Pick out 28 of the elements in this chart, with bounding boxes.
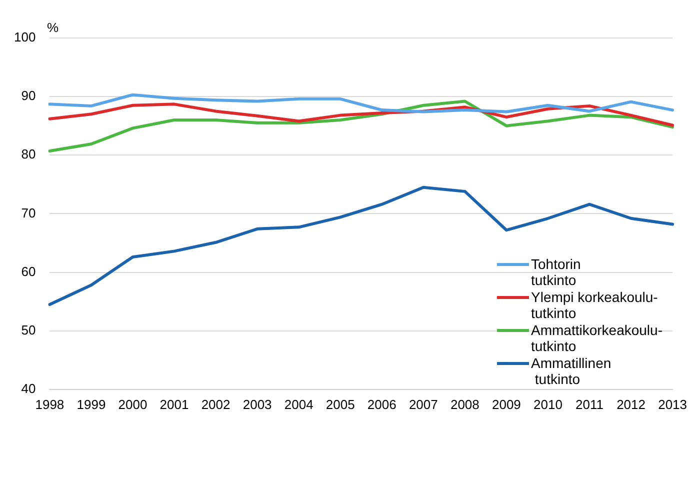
x-tick-label: 1998 xyxy=(35,396,64,412)
x-tick-label: 2008 xyxy=(450,396,480,412)
legend-label: Ylempi korkeakoulu- tutkinto xyxy=(531,289,658,321)
x-tick-label: 2007 xyxy=(408,396,438,412)
x-tick-label: 1999 xyxy=(76,396,106,412)
y-tick-label: 90 xyxy=(21,88,36,104)
x-tick-label: 2004 xyxy=(284,396,314,412)
y-tick-label: 100 xyxy=(14,30,36,45)
x-tick-label: 2001 xyxy=(160,396,189,412)
x-tick-label: 2005 xyxy=(326,396,355,412)
y-axis-title: % xyxy=(47,20,59,35)
legend-label: Ammatillinen tutkinto xyxy=(531,355,612,387)
x-tick-label: 2000 xyxy=(118,396,148,412)
y-tick-label: 60 xyxy=(21,264,36,279)
x-tick-label: 2013 xyxy=(658,396,687,412)
y-tick-label: 70 xyxy=(21,205,36,220)
x-tick-label: 2009 xyxy=(492,396,521,412)
x-tick-label: 2002 xyxy=(201,396,230,412)
y-tick-label: 40 xyxy=(21,380,36,396)
y-tick-label: 80 xyxy=(21,146,36,162)
x-tick-label: 2012 xyxy=(616,396,646,412)
x-tick-label: 2010 xyxy=(534,396,562,412)
x-tick-label: 2006 xyxy=(367,396,396,412)
y-tick-label: 50 xyxy=(21,322,36,338)
legend-label: Ammattikorkeakoulu- tutkinto xyxy=(531,322,662,354)
x-tick-label: 2003 xyxy=(242,396,272,412)
legend-label: Tohtorin tutkinto xyxy=(531,256,581,288)
x-tick-label: 2011 xyxy=(576,396,604,412)
